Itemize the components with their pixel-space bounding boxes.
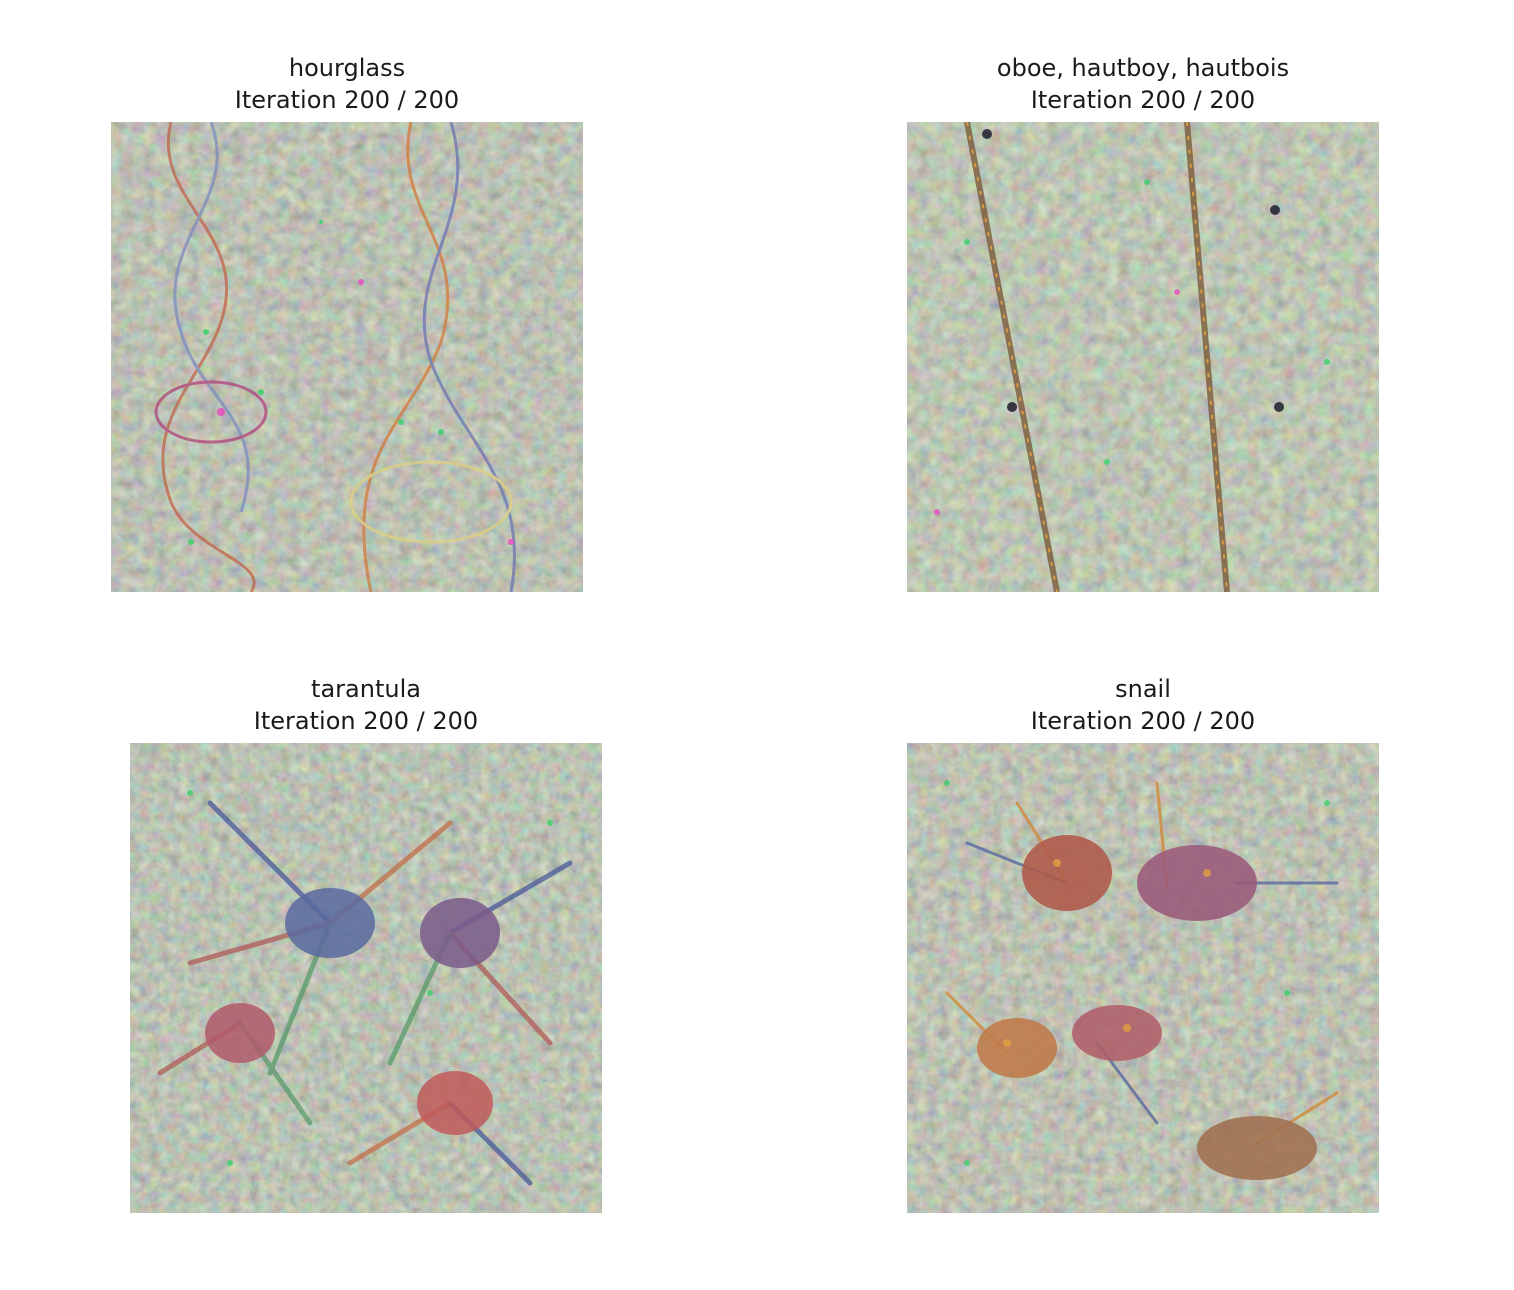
panel-title: tarantula Iteration 200 / 200 [130, 673, 602, 737]
panel-snail: snail Iteration 200 / 200 [907, 673, 1379, 1213]
visualization-image [907, 122, 1379, 592]
class-label: snail [1115, 675, 1171, 703]
visualization-image [130, 743, 602, 1213]
panel-tarantula: tarantula Iteration 200 / 200 [130, 673, 602, 1213]
iteration-label: Iteration 200 / 200 [1030, 707, 1256, 735]
panel-oboe: oboe, hautboy, hautbois Iteration 200 / … [907, 52, 1379, 592]
visualization-image [907, 743, 1379, 1213]
hourglass-image [111, 122, 583, 592]
iteration-label: Iteration 200 / 200 [1030, 86, 1256, 114]
visualization-image [111, 122, 583, 592]
iteration-label: Iteration 200 / 200 [234, 86, 460, 114]
iteration-label: Iteration 200 / 200 [253, 707, 479, 735]
class-label: tarantula [311, 675, 421, 703]
oboe-image [907, 122, 1379, 592]
panel-title: snail Iteration 200 / 200 [907, 673, 1379, 737]
panel-hourglass: hourglass Iteration 200 / 200 [111, 52, 583, 592]
panel-title: oboe, hautboy, hautbois Iteration 200 / … [907, 52, 1379, 116]
class-label: oboe, hautboy, hautbois [996, 54, 1290, 82]
class-label: hourglass [288, 54, 406, 82]
tarantula-image [130, 743, 602, 1213]
panel-title: hourglass Iteration 200 / 200 [111, 52, 583, 116]
snail-image [907, 743, 1379, 1213]
